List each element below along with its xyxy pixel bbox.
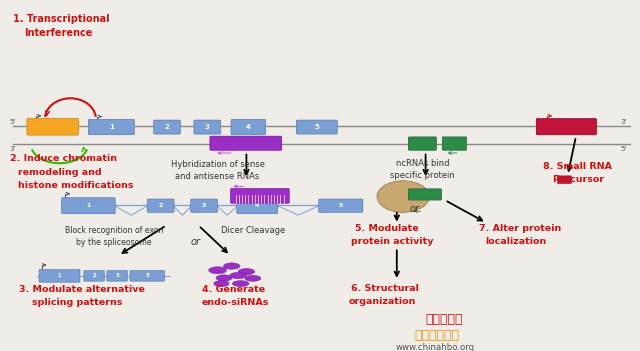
Text: 2: 2	[164, 124, 170, 130]
Text: 3: 3	[205, 124, 210, 130]
FancyBboxPatch shape	[231, 119, 266, 135]
FancyBboxPatch shape	[39, 270, 80, 282]
FancyBboxPatch shape	[210, 136, 282, 150]
Ellipse shape	[214, 281, 229, 286]
Text: or: or	[410, 204, 420, 214]
FancyBboxPatch shape	[27, 118, 79, 135]
FancyBboxPatch shape	[408, 137, 436, 150]
Text: 1: 1	[58, 273, 61, 278]
FancyBboxPatch shape	[296, 120, 337, 134]
Text: 医学信息中心: 医学信息中心	[415, 329, 460, 342]
Text: protein activity: protein activity	[351, 237, 433, 246]
Text: organization: organization	[349, 297, 416, 306]
Text: 3: 3	[202, 203, 206, 208]
Text: 8. Small RNA: 8. Small RNA	[543, 162, 612, 171]
Text: localization: localization	[485, 237, 547, 246]
Text: specific protein: specific protein	[390, 171, 455, 180]
Ellipse shape	[209, 267, 227, 274]
FancyBboxPatch shape	[84, 271, 104, 281]
Text: 中华高压氧: 中华高压氧	[426, 313, 463, 326]
Text: Block recognition of exon: Block recognition of exon	[65, 226, 163, 236]
Text: 2. Induce chromatin: 2. Induce chromatin	[10, 154, 116, 164]
Text: www.chinahbo.org: www.chinahbo.org	[396, 343, 475, 351]
Text: remodeling and: remodeling and	[18, 168, 102, 177]
Text: 3': 3'	[10, 146, 16, 152]
Ellipse shape	[216, 275, 232, 281]
Text: 5. Modulate: 5. Modulate	[355, 224, 419, 233]
Text: 5: 5	[339, 203, 343, 208]
Text: by the spliceosome: by the spliceosome	[76, 238, 152, 247]
FancyBboxPatch shape	[557, 176, 572, 184]
Text: 6. Structural: 6. Structural	[351, 284, 419, 293]
Text: or: or	[190, 237, 200, 247]
Text: 3: 3	[115, 273, 119, 278]
Ellipse shape	[223, 263, 240, 269]
FancyBboxPatch shape	[319, 199, 363, 212]
Text: Precursor: Precursor	[552, 176, 604, 185]
FancyBboxPatch shape	[194, 120, 221, 134]
Text: 5: 5	[314, 124, 319, 130]
Text: 4: 4	[255, 203, 259, 208]
Text: 3. Modulate alternative: 3. Modulate alternative	[19, 285, 145, 294]
Text: Interference: Interference	[24, 28, 93, 38]
FancyBboxPatch shape	[130, 271, 164, 281]
Text: 7. Alter protein: 7. Alter protein	[479, 224, 561, 233]
Ellipse shape	[245, 275, 261, 282]
FancyBboxPatch shape	[442, 137, 467, 150]
FancyBboxPatch shape	[191, 199, 218, 212]
Text: 5': 5'	[10, 119, 16, 125]
Text: splicing patterns: splicing patterns	[32, 298, 122, 307]
FancyBboxPatch shape	[147, 199, 174, 212]
Text: 2: 2	[159, 203, 163, 208]
Text: 5': 5'	[621, 146, 627, 152]
Text: 3': 3'	[621, 119, 627, 125]
Text: histone modifications: histone modifications	[18, 181, 133, 190]
Text: 4. Generate: 4. Generate	[202, 285, 265, 294]
FancyBboxPatch shape	[88, 119, 134, 135]
FancyBboxPatch shape	[237, 198, 278, 214]
Text: 5: 5	[145, 273, 149, 278]
Ellipse shape	[230, 272, 246, 279]
FancyBboxPatch shape	[408, 189, 442, 200]
Text: Hybridization of sense: Hybridization of sense	[171, 160, 264, 169]
Text: 1: 1	[109, 124, 114, 130]
FancyBboxPatch shape	[230, 188, 289, 203]
Text: 1: 1	[86, 203, 90, 208]
FancyBboxPatch shape	[107, 271, 127, 281]
Text: endo-siRNAs: endo-siRNAs	[202, 298, 269, 307]
FancyBboxPatch shape	[536, 119, 596, 135]
FancyBboxPatch shape	[154, 120, 180, 134]
FancyBboxPatch shape	[61, 198, 115, 214]
Text: Dicer Cleavage: Dicer Cleavage	[221, 226, 285, 236]
Ellipse shape	[377, 181, 429, 212]
Text: 4: 4	[246, 124, 251, 130]
Ellipse shape	[238, 269, 255, 275]
Ellipse shape	[232, 281, 249, 286]
Text: ncRNAs bind: ncRNAs bind	[396, 159, 449, 168]
Text: and antisense RNAs: and antisense RNAs	[175, 172, 260, 181]
Text: 2: 2	[92, 273, 96, 278]
Text: 1. Transcriptional: 1. Transcriptional	[13, 14, 109, 24]
